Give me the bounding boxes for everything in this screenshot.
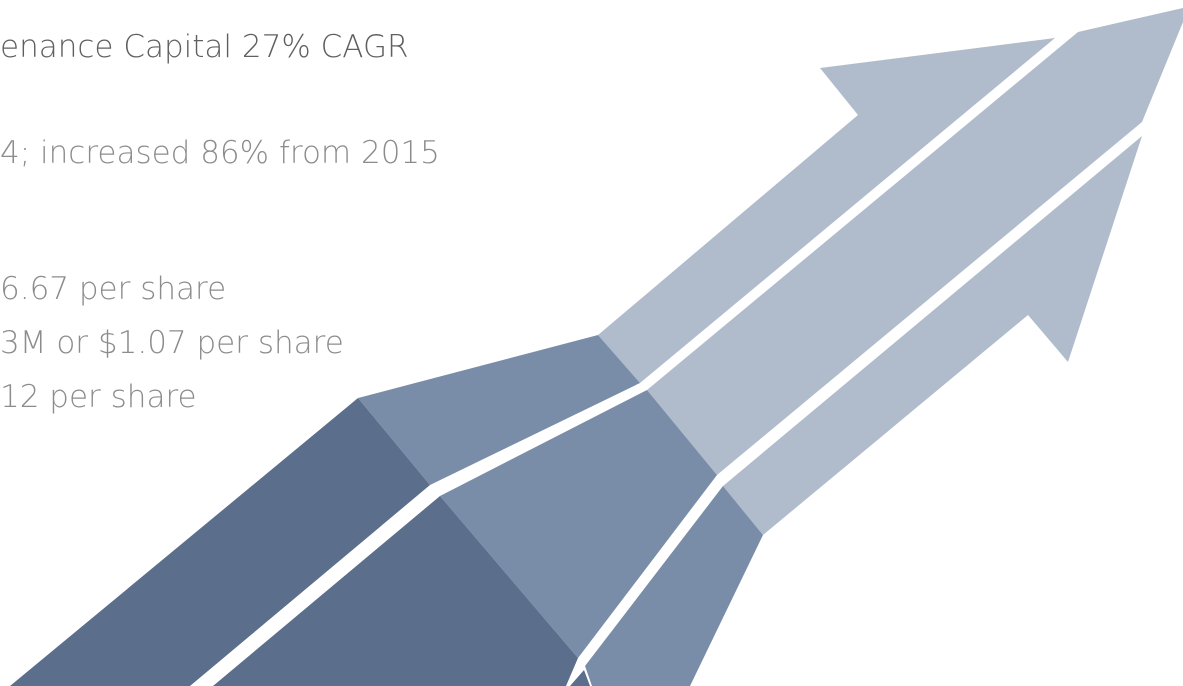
arrow-segment xyxy=(570,670,590,686)
text-line: enance Capital 27% CAGR xyxy=(0,29,409,65)
arrow-segment xyxy=(10,398,430,686)
arrow-segment xyxy=(213,496,578,686)
arrow-segment xyxy=(598,38,1055,383)
text-line: 12 per share xyxy=(0,379,197,415)
text-line: 3M or $1.07 per share xyxy=(0,325,344,361)
arrow-segment xyxy=(647,8,1183,475)
arrow-segment xyxy=(358,335,640,485)
arrow-segment xyxy=(723,136,1142,535)
arrow-segment xyxy=(585,486,763,686)
arrow-segment xyxy=(440,390,717,658)
text-line: 6.67 per share xyxy=(0,271,227,307)
text-line: 4; increased 86% from 2015 xyxy=(0,135,440,171)
